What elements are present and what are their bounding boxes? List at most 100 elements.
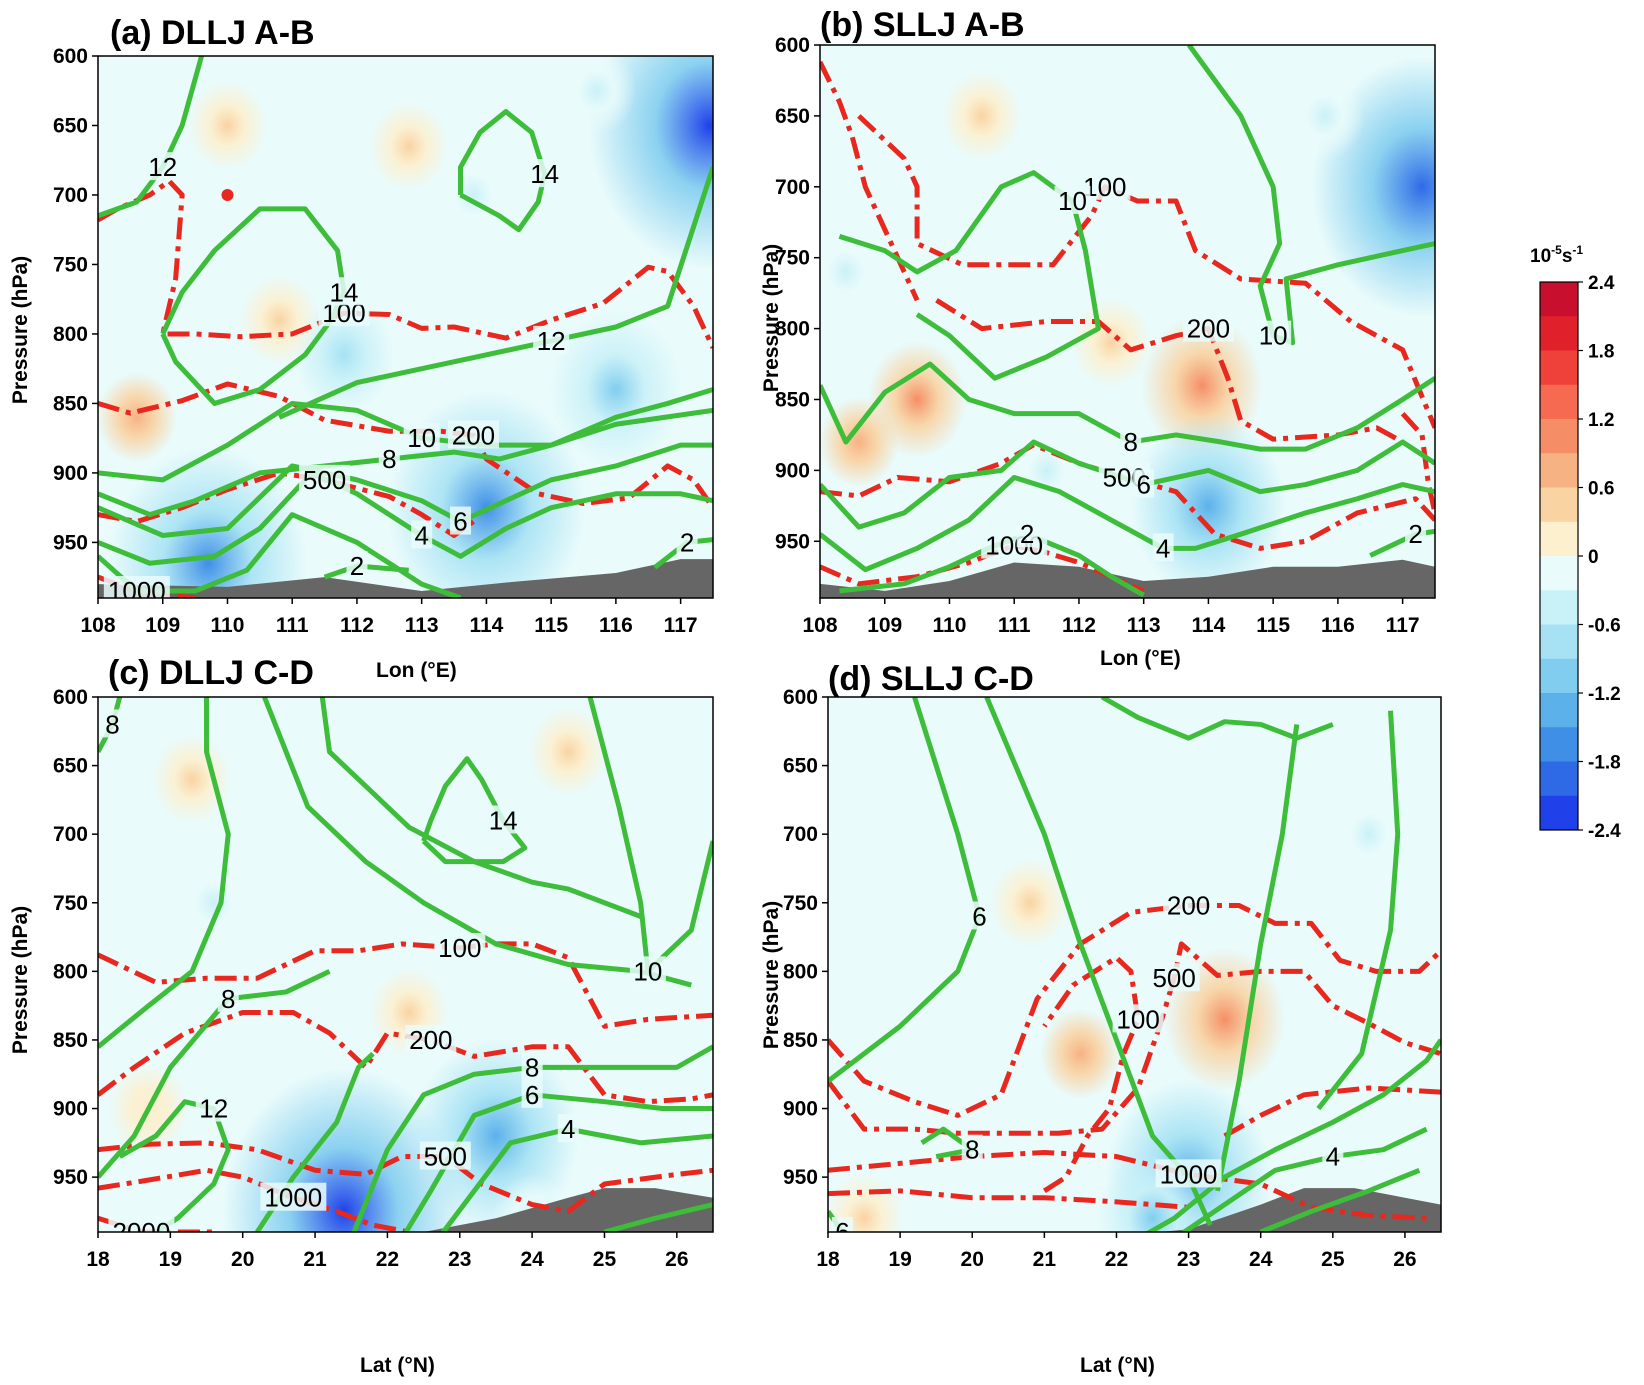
contour-label-bg xyxy=(1133,469,1155,498)
contour-label-bg xyxy=(1016,519,1038,548)
green-contour-label: 8 xyxy=(525,1052,539,1082)
green-contour xyxy=(98,969,331,1179)
x-tick-label: 21 xyxy=(303,1248,327,1271)
contour-label-bg xyxy=(1148,963,1200,992)
green-contour-label: 6 xyxy=(835,1217,849,1247)
contour-label-bg xyxy=(557,1114,579,1143)
panel-d-sllj-cd: 100 200 500 1000 6 4 8 6 600 650 700 750 800 850 900 95… xyxy=(783,686,1442,1271)
x-tick-label: 117 xyxy=(664,614,698,637)
green-contour-label: 8 xyxy=(105,709,119,739)
panel-title-b: (b) SLLJ A-B xyxy=(820,6,1025,44)
x-tick-label: 112 xyxy=(340,614,374,637)
y-tick-label: 700 xyxy=(53,823,88,846)
x-tick-label: 25 xyxy=(593,1248,617,1271)
vorticity-blob xyxy=(433,149,514,240)
red-dot xyxy=(221,188,234,201)
y-tick-label: 850 xyxy=(53,1029,88,1052)
contour-label-bg xyxy=(419,1141,471,1170)
contour-label-bg xyxy=(217,983,239,1012)
colorbar-segment xyxy=(1540,282,1578,317)
panel-c-dllj-cd: 1002005001000200081410886412600650700750… xyxy=(53,686,714,1271)
red-contour-label: 500 xyxy=(303,465,346,495)
terrain xyxy=(98,559,713,598)
green-contour-label: 6 xyxy=(1136,470,1150,500)
y-tick-label: 650 xyxy=(53,114,88,137)
red-contour xyxy=(820,442,1435,551)
ylabel-b: Pressure (hPa) xyxy=(760,244,783,392)
colorbar-tick-label: -2.4 xyxy=(1588,821,1621,842)
green-contour xyxy=(458,109,548,233)
green-contour xyxy=(1145,1038,1441,1232)
contour-label-bg xyxy=(1182,313,1234,342)
green-contour xyxy=(820,474,1435,573)
x-tick-label: 23 xyxy=(1177,1248,1200,1271)
green-contour xyxy=(278,166,713,420)
green-contour-label: 4 xyxy=(414,520,428,550)
vorticity-blob xyxy=(98,372,177,463)
colorbar-unit-exp2: -1 xyxy=(1572,243,1583,257)
colorbar-segment xyxy=(1540,727,1578,762)
vorticity-blob xyxy=(556,56,637,136)
y-tick-label: 700 xyxy=(775,176,810,199)
panel-title-c: (c) DLLJ C-D xyxy=(108,654,314,692)
x-tick-label: 19 xyxy=(888,1248,911,1271)
contour-label-bg xyxy=(1322,1141,1344,1170)
plot-frame xyxy=(827,696,1442,1233)
colorbar-segment xyxy=(1540,624,1578,660)
y-tick-label: 800 xyxy=(53,323,88,346)
x-tick-label: 23 xyxy=(448,1248,471,1271)
red-contour-label: 1000 xyxy=(108,576,166,606)
contour-label-bg xyxy=(629,956,666,985)
green-contour-label: 6 xyxy=(453,507,467,537)
green-contour xyxy=(262,697,692,988)
x-tick-label: 113 xyxy=(1127,614,1161,637)
plot-frame xyxy=(819,44,1436,599)
x-tick-label: 114 xyxy=(1191,614,1225,637)
red-contour-label: 200 xyxy=(1167,891,1210,921)
contour-label-bg xyxy=(533,325,570,354)
colorbar-segment xyxy=(1540,453,1578,488)
green-contour-label: 6 xyxy=(972,901,986,931)
green-contour xyxy=(603,1202,713,1232)
contour-label-bg xyxy=(1112,1004,1164,1033)
colorbar-segment xyxy=(1540,658,1578,694)
colorbar-tick-label: -0.6 xyxy=(1588,616,1621,637)
red-contour-label: 500 xyxy=(1152,963,1195,993)
x-tick-label: 18 xyxy=(816,1248,840,1271)
colorbar-segment xyxy=(1540,384,1578,420)
contour-label-bg xyxy=(403,423,440,452)
y-tick-label: 950 xyxy=(775,530,810,553)
colorbar-segment xyxy=(1540,556,1578,591)
terrain xyxy=(820,559,1435,598)
x-tick-label: 108 xyxy=(802,614,837,637)
y-tick-label: 750 xyxy=(783,892,818,915)
y-tick-label: 650 xyxy=(53,755,88,778)
green-contour xyxy=(118,1099,231,1232)
y-tick-label: 700 xyxy=(53,184,88,207)
colorbar-tick-label: -1.2 xyxy=(1588,684,1621,705)
green-contour-label: 8 xyxy=(221,984,235,1014)
y-tick-label: 800 xyxy=(783,960,818,983)
green-contour xyxy=(1179,1126,1428,1232)
y-tick-label: 850 xyxy=(775,388,810,411)
vorticity-blob xyxy=(528,706,609,797)
red-contour xyxy=(828,1149,1427,1221)
contour-label-bg xyxy=(521,1052,543,1081)
contour-label-bg xyxy=(1054,185,1091,214)
red-contour-label: 1000 xyxy=(1160,1159,1218,1189)
contour-label-bg xyxy=(1405,519,1427,548)
colorbar-unit-exp: -5 xyxy=(1551,243,1562,257)
contour-label-bg xyxy=(485,805,522,834)
y-tick-label: 900 xyxy=(783,1098,818,1121)
y-tick-label: 950 xyxy=(53,1166,88,1189)
contour-label-bg xyxy=(1152,533,1174,562)
red-contour-label: 200 xyxy=(409,1025,452,1055)
green-contour-label: 12 xyxy=(199,1094,228,1124)
x-tick-label: 26 xyxy=(1393,1248,1416,1271)
green-contour-label: 4 xyxy=(1156,533,1170,563)
contour-label-bg xyxy=(346,551,368,580)
y-tick-label: 900 xyxy=(53,1098,88,1121)
ylabel-c: Pressure (hPa) xyxy=(9,906,32,1054)
vorticity-blob xyxy=(1328,789,1409,880)
